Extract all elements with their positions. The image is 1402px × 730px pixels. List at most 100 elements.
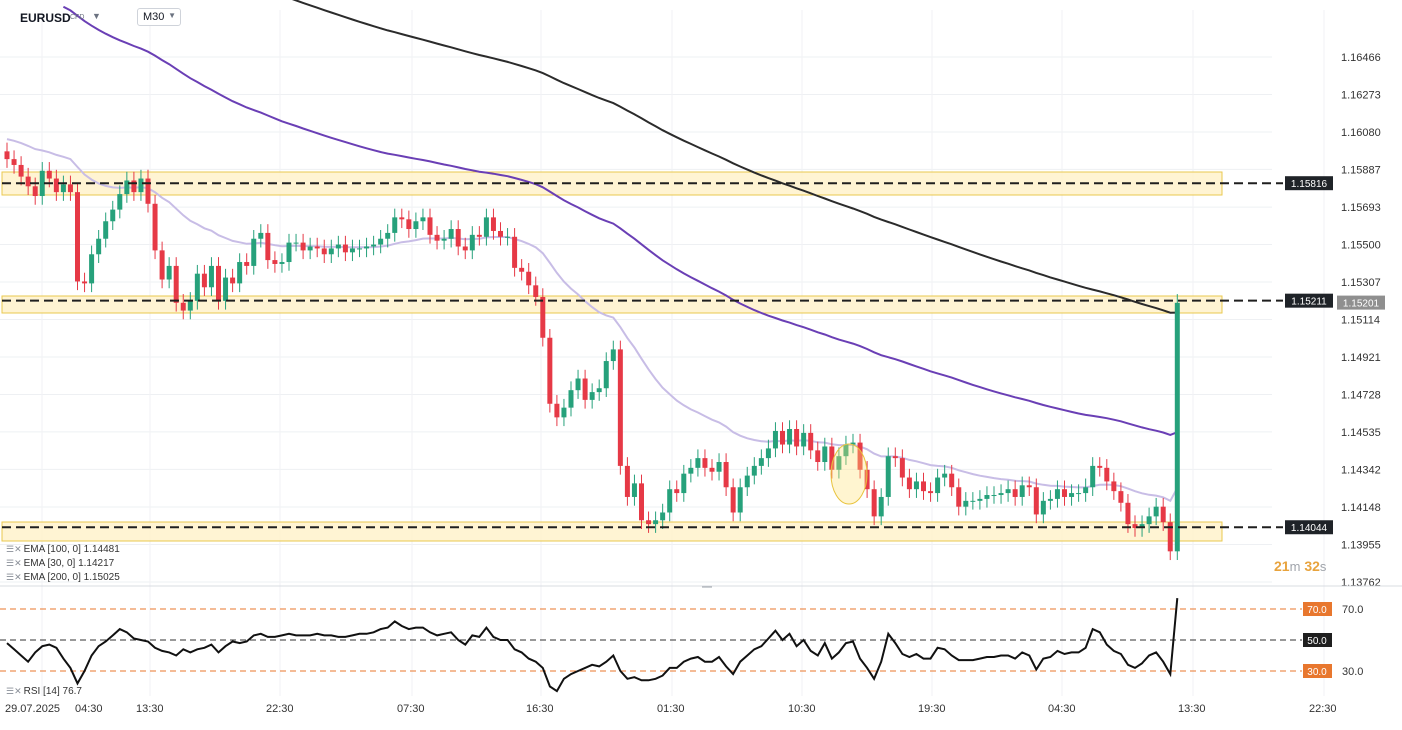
candle-body — [194, 273, 200, 301]
candle-body — [60, 184, 66, 193]
candle-body — [794, 429, 800, 447]
candle-body — [885, 456, 891, 497]
price-axis: 1.16466 1.16273 1.16080 1.15887 1.15693 1.155… — [1341, 52, 1381, 589]
settings-icon[interactable]: ☰✕ — [6, 572, 22, 582]
settings-icon[interactable]: ☰✕ — [6, 544, 22, 554]
legend-rsi-label: RSI [14] 76.7 — [23, 686, 82, 697]
chart-toolbar: EURUSD CFD ▼ M30 ▼ — [0, 0, 400, 34]
settings-icon[interactable]: ☰✕ — [6, 686, 22, 696]
price-tick-label: 1.16273 — [1341, 89, 1381, 101]
indicator-legend: ☰✕ EMA [100, 0] 1.14481 ☰✕ EMA [30, 0] 1.1… — [6, 542, 120, 584]
candle-body — [624, 465, 630, 497]
candle-body — [216, 265, 221, 301]
candle-body — [265, 232, 271, 261]
horizontal-levels: 1.15816 1.15211 1.15201 1.14044 — [2, 176, 1385, 535]
candle-body — [751, 465, 757, 476]
candle-body — [96, 238, 102, 255]
rsi-panel: 70.0 50.0 30.0 70.0 30.0 — [0, 585, 1402, 693]
candle-body — [1125, 502, 1131, 525]
candle-body — [131, 180, 137, 193]
candle-body — [462, 246, 468, 251]
candle-body — [357, 248, 362, 250]
time-tick-label: 10:30 — [788, 703, 816, 715]
candle-body — [201, 273, 207, 288]
candle-body — [582, 378, 588, 400]
legend-rsi[interactable]: ☰✕ RSI [14] 76.7 — [6, 686, 82, 697]
candle-body — [371, 244, 377, 247]
price-label-text: 1.15201 — [1343, 299, 1380, 310]
candle-body — [1146, 516, 1152, 525]
candle-body — [258, 232, 264, 239]
settings-icon[interactable]: ☰✕ — [6, 558, 22, 568]
candle-body — [970, 500, 976, 502]
price-tick-label: 1.13762 — [1341, 577, 1381, 589]
candle-body — [1019, 485, 1025, 497]
candle-body — [321, 248, 327, 255]
candle-body — [1076, 493, 1082, 495]
candle-body — [892, 456, 898, 459]
candle-body — [208, 265, 214, 288]
candle-body — [540, 296, 546, 338]
candle-body — [18, 164, 24, 177]
candle-body — [138, 178, 144, 193]
candle-body — [434, 234, 440, 241]
candle-body — [349, 248, 355, 253]
candle-body — [251, 238, 257, 266]
candle-body — [843, 444, 849, 457]
rsi-band-box — [1303, 664, 1332, 678]
candle-body — [498, 230, 503, 237]
candle-body — [737, 487, 743, 513]
candle-body — [180, 302, 186, 311]
candle-body — [963, 500, 969, 507]
symbol-name[interactable]: EURUSD — [20, 11, 71, 25]
candle-body — [906, 477, 912, 490]
candle-body — [32, 186, 38, 197]
candle-body — [942, 473, 948, 478]
symbol-dropdown-icon[interactable]: ▼ — [92, 11, 101, 21]
candle-body — [519, 267, 525, 272]
candle-body — [998, 493, 1004, 496]
candle-body — [744, 475, 750, 488]
candle-body — [483, 217, 489, 237]
candle-body — [399, 217, 405, 220]
candle-body — [639, 483, 644, 521]
countdown-minutes: 21 — [1274, 558, 1290, 574]
candle-body — [1033, 487, 1039, 515]
legend-ema200-label: EMA [200, 0] 1.15025 — [23, 572, 120, 583]
candle-body — [46, 170, 52, 179]
candle-body — [702, 458, 708, 468]
candle-body — [314, 246, 320, 249]
candle-body — [53, 178, 59, 193]
candle-body — [307, 246, 313, 251]
candle-body — [187, 300, 193, 311]
candle-body — [617, 349, 623, 466]
legend-ema30-label: EMA [30, 0] 1.14217 — [23, 558, 115, 569]
legend-ema30[interactable]: ☰✕ EMA [30, 0] 1.14217 — [6, 556, 120, 570]
candle-body — [921, 481, 926, 492]
candle-body — [575, 378, 581, 391]
candle-body — [413, 221, 419, 230]
time-tick-label: 16:30 — [526, 703, 554, 715]
ema200-line — [291, 0, 1178, 314]
candle-body — [364, 246, 370, 249]
candle-body — [1040, 500, 1046, 515]
rsi-band-box — [1303, 602, 1332, 616]
candle-body — [1069, 493, 1075, 497]
time-tick-label: 19:30 — [918, 703, 946, 715]
candle-body — [173, 265, 179, 303]
candle-body — [279, 262, 285, 264]
candle-body — [110, 209, 116, 222]
timeframe-select[interactable]: M30 ▼ — [137, 8, 181, 26]
rsi-band-label: 70.0 — [1307, 605, 1327, 616]
price-tick-label: 1.16080 — [1341, 127, 1381, 139]
candle-body — [829, 446, 835, 470]
support-resistance-zone — [1, 521, 1223, 542]
candle-body — [871, 489, 877, 517]
candle-body — [674, 489, 680, 494]
candle-body — [300, 242, 306, 251]
legend-ema100[interactable]: ☰✕ EMA [100, 0] 1.14481 — [6, 542, 120, 556]
legend-ema200[interactable]: ☰✕ EMA [200, 0] 1.15025 — [6, 570, 120, 584]
candle-body — [455, 229, 461, 247]
